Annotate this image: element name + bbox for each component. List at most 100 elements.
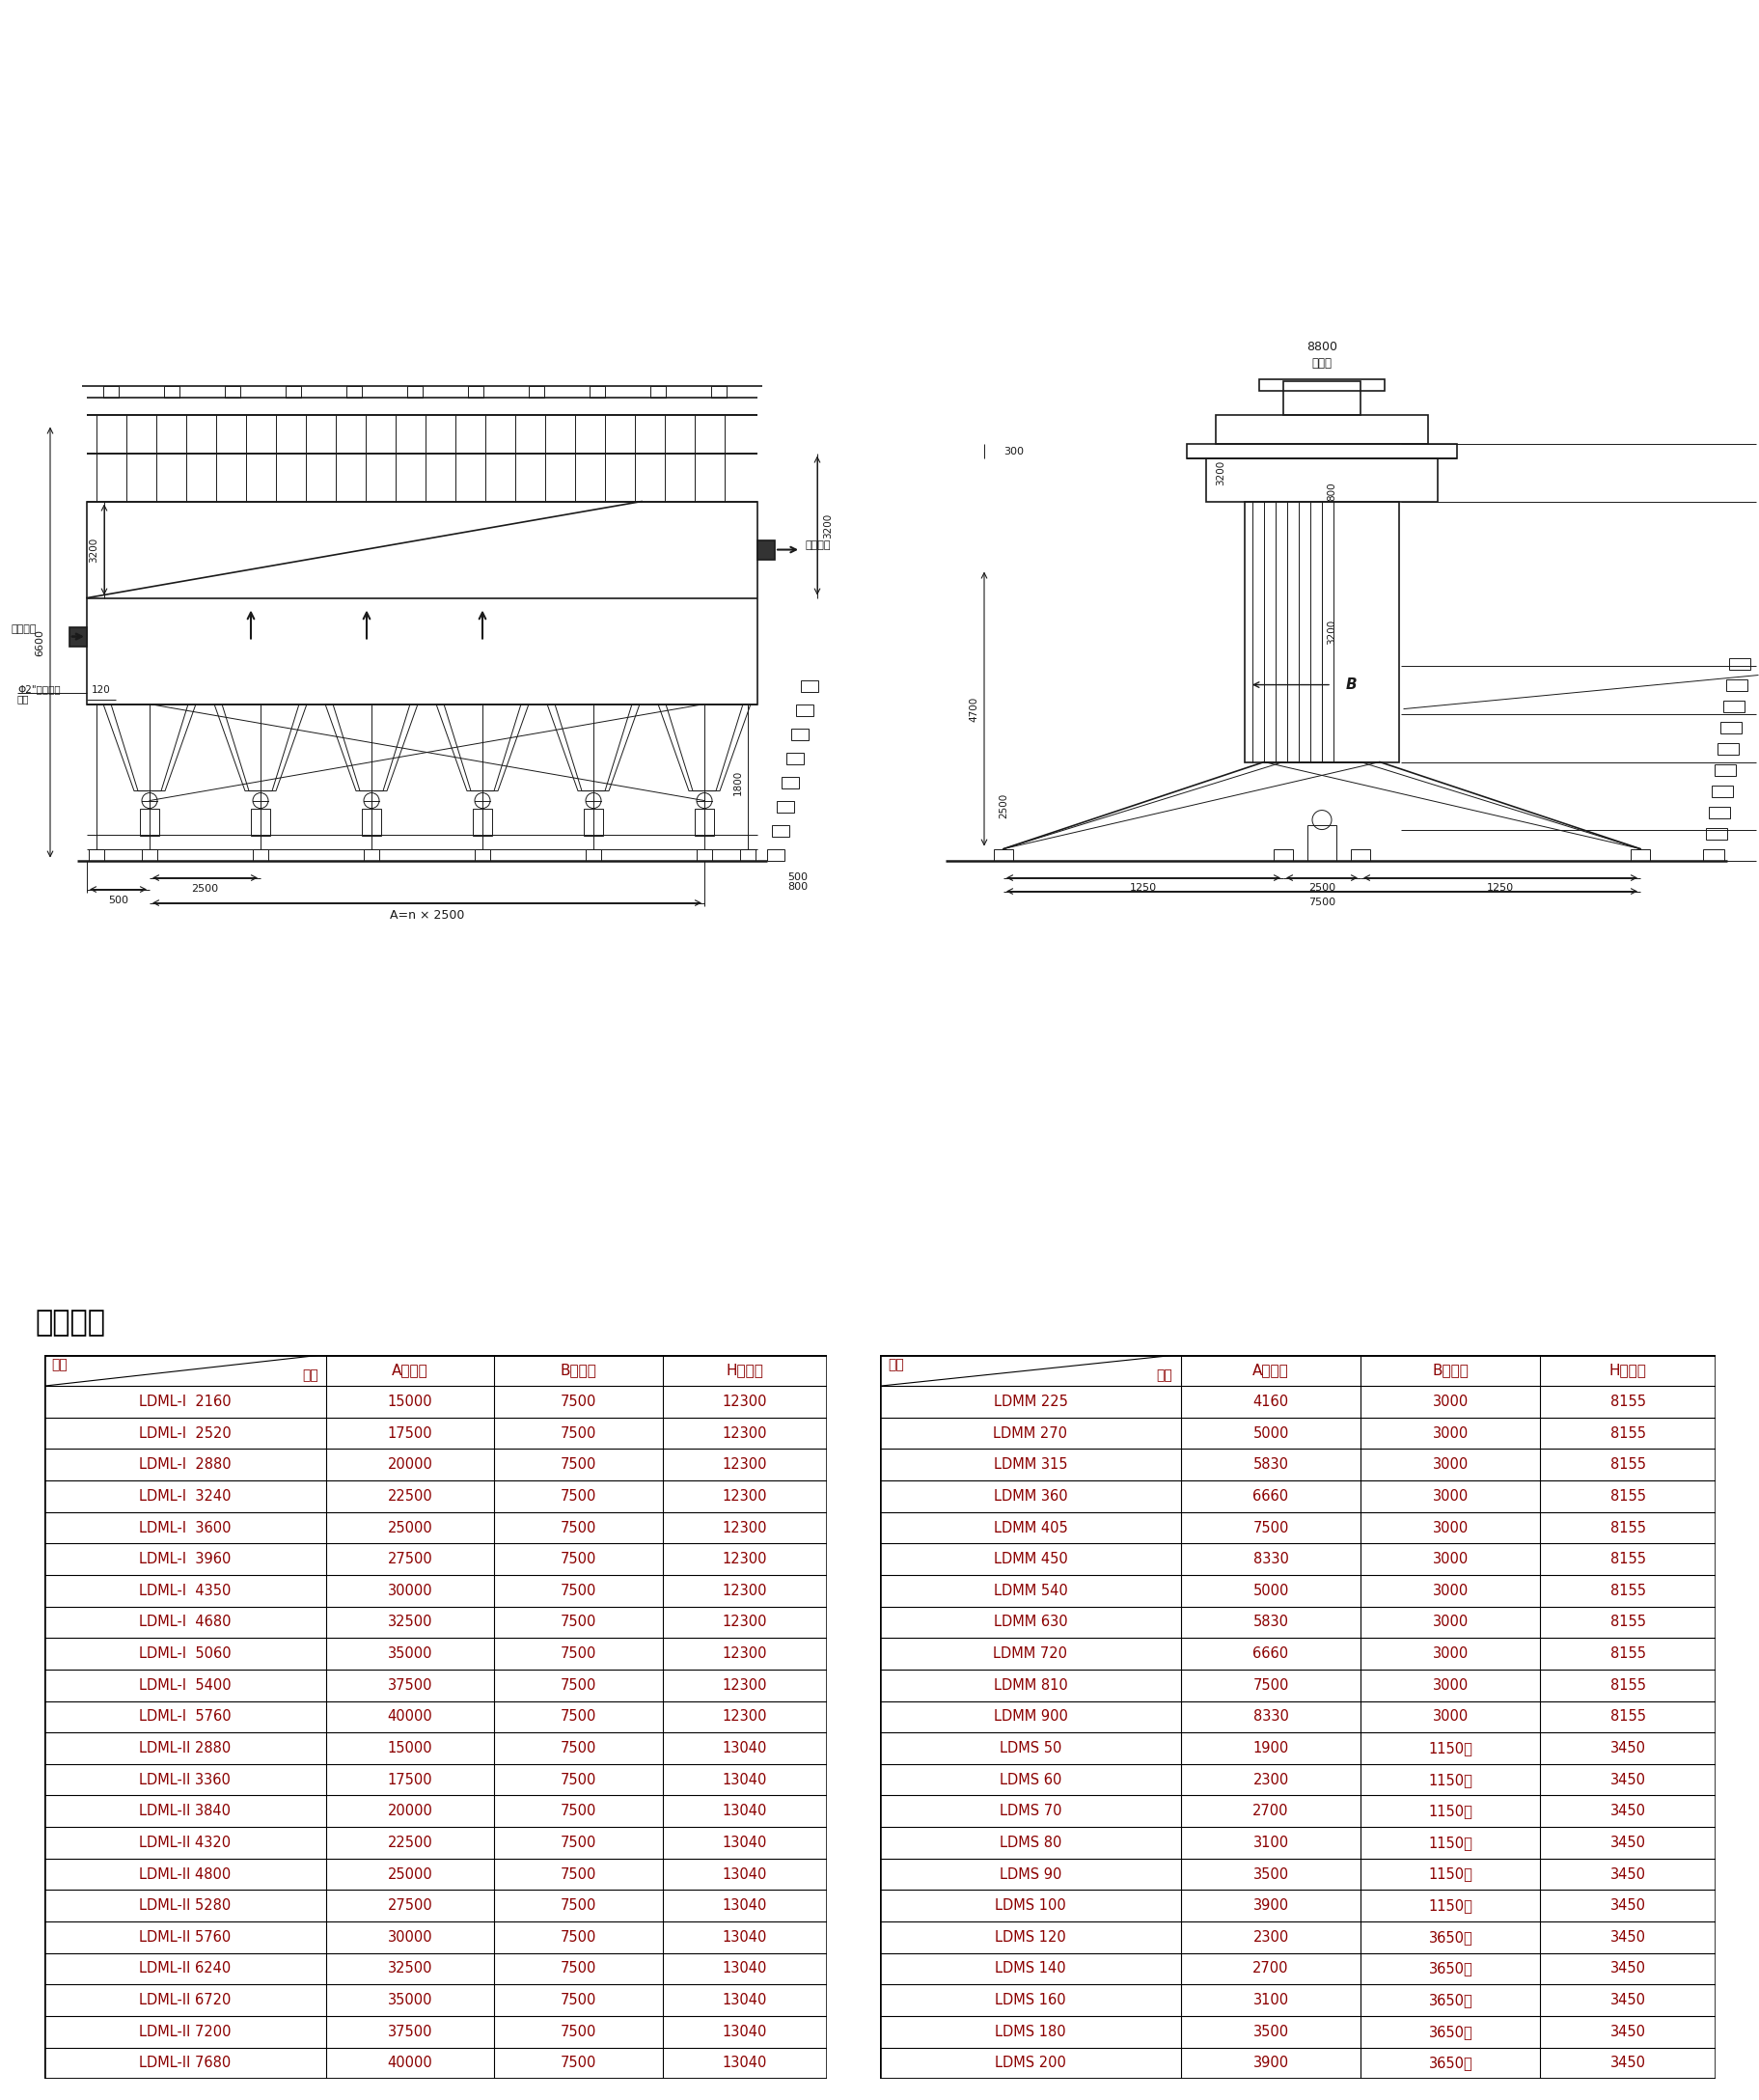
Text: 2700: 2700 xyxy=(1252,1961,1288,1976)
Text: 7500: 7500 xyxy=(559,1394,596,1409)
Text: H（高）: H（高） xyxy=(1608,1363,1646,1378)
Text: 7500: 7500 xyxy=(559,1678,596,1693)
Text: 1250: 1250 xyxy=(1486,882,1513,892)
Text: 4160: 4160 xyxy=(1252,1394,1288,1409)
Text: 端子箱: 端子箱 xyxy=(1310,357,1332,370)
Text: LDML-I  5400: LDML-I 5400 xyxy=(139,1678,230,1693)
Text: 型号: 型号 xyxy=(51,1359,69,1371)
Bar xyxy=(347,386,362,397)
Text: 2700: 2700 xyxy=(1252,1804,1288,1819)
Text: 7500: 7500 xyxy=(559,1552,596,1567)
Text: 20000: 20000 xyxy=(387,1804,433,1819)
Text: 7500: 7500 xyxy=(559,1961,596,1976)
Bar xyxy=(1307,825,1335,861)
Text: LDML-I  3960: LDML-I 3960 xyxy=(139,1552,230,1567)
Bar xyxy=(1282,380,1360,414)
Text: 7500: 7500 xyxy=(559,1520,596,1535)
Text: 3000: 3000 xyxy=(1432,1457,1467,1472)
Text: 3450: 3450 xyxy=(1609,1961,1645,1976)
Text: LDMM 360: LDMM 360 xyxy=(992,1489,1068,1504)
Bar xyxy=(1726,678,1747,691)
Text: 3000: 3000 xyxy=(1432,1646,1467,1661)
Text: 3500: 3500 xyxy=(1252,2024,1288,2039)
Text: 27500: 27500 xyxy=(387,1898,433,1913)
Text: LDMM 270: LDMM 270 xyxy=(992,1426,1068,1441)
Text: 500: 500 xyxy=(788,872,807,882)
Text: LDMM 225: LDMM 225 xyxy=(992,1394,1068,1409)
Bar xyxy=(364,848,378,861)
Text: 3450: 3450 xyxy=(1609,1930,1645,1945)
Bar xyxy=(651,386,665,397)
Text: 17500: 17500 xyxy=(387,1426,433,1441)
Text: 3200: 3200 xyxy=(1215,460,1224,485)
Text: 30000: 30000 xyxy=(387,1583,433,1598)
Bar xyxy=(252,808,271,836)
Text: LDMS 90: LDMS 90 xyxy=(999,1867,1061,1882)
Text: 120: 120 xyxy=(91,685,111,695)
Text: 3900: 3900 xyxy=(1252,2056,1288,2071)
Text: 2500: 2500 xyxy=(1307,882,1335,892)
Text: 13040: 13040 xyxy=(723,2056,767,2071)
Text: 15000: 15000 xyxy=(387,1741,433,1756)
Text: LDML-II 7200: LDML-II 7200 xyxy=(139,2024,230,2039)
Text: 7500: 7500 xyxy=(1252,1520,1288,1535)
Text: 13040: 13040 xyxy=(723,1772,767,1787)
Text: LDML-I  5760: LDML-I 5760 xyxy=(139,1709,230,1724)
Text: 8155: 8155 xyxy=(1609,1583,1645,1598)
Text: LDMM 630: LDMM 630 xyxy=(992,1615,1068,1630)
Text: 35000: 35000 xyxy=(387,1646,433,1661)
Text: 5000: 5000 xyxy=(1252,1426,1288,1441)
Text: 7500: 7500 xyxy=(559,2056,596,2071)
Bar xyxy=(1186,443,1456,458)
Text: 8155: 8155 xyxy=(1609,1489,1645,1504)
Text: 7500: 7500 xyxy=(559,1709,596,1724)
Text: 项目: 项目 xyxy=(303,1369,318,1382)
Text: 7500: 7500 xyxy=(559,1804,596,1819)
Text: 32500: 32500 xyxy=(387,1615,433,1630)
Bar xyxy=(164,386,179,397)
Bar xyxy=(1258,378,1384,391)
Text: 12300: 12300 xyxy=(723,1583,767,1598)
Text: 3900: 3900 xyxy=(1252,1898,1288,1913)
Text: 32500: 32500 xyxy=(387,1961,433,1976)
Bar xyxy=(225,386,241,397)
Bar xyxy=(695,808,714,836)
Text: LDML-II 5760: LDML-II 5760 xyxy=(139,1930,230,1945)
Text: 3450: 3450 xyxy=(1609,1772,1645,1787)
Text: B（宽）: B（宽） xyxy=(559,1363,596,1378)
Bar xyxy=(711,386,726,397)
Text: 3450: 3450 xyxy=(1609,2056,1645,2071)
Text: A（长）: A（长） xyxy=(1252,1363,1288,1378)
Text: 35000: 35000 xyxy=(387,1993,433,2008)
Text: LDML-II 2880: LDML-II 2880 xyxy=(139,1741,230,1756)
Text: LDMS 120: LDMS 120 xyxy=(994,1930,1066,1945)
Text: 1150单: 1150单 xyxy=(1428,1741,1472,1756)
Text: 3100: 3100 xyxy=(1252,1835,1288,1850)
Text: LDMM 315: LDMM 315 xyxy=(994,1457,1066,1472)
Text: 12300: 12300 xyxy=(723,1709,767,1724)
Text: 2300: 2300 xyxy=(1252,1930,1288,1945)
Text: 13040: 13040 xyxy=(723,1961,767,1976)
Bar xyxy=(1205,458,1437,502)
Text: 3000: 3000 xyxy=(1432,1489,1467,1504)
Text: 37500: 37500 xyxy=(387,2024,433,2039)
Text: 17500: 17500 xyxy=(387,1772,433,1787)
Text: 800: 800 xyxy=(1326,483,1335,502)
Text: LDMM 540: LDMM 540 xyxy=(992,1583,1068,1598)
Bar xyxy=(1631,848,1648,861)
Text: 7500: 7500 xyxy=(559,1457,596,1472)
Text: 12300: 12300 xyxy=(723,1520,767,1535)
Text: 3000: 3000 xyxy=(1432,1520,1467,1535)
Bar xyxy=(1708,806,1729,819)
Text: 5830: 5830 xyxy=(1252,1615,1288,1630)
Text: LDMS 60: LDMS 60 xyxy=(999,1772,1061,1787)
Text: 12300: 12300 xyxy=(723,1426,767,1441)
Bar xyxy=(781,777,799,788)
Text: LDML-I  2520: LDML-I 2520 xyxy=(139,1426,230,1441)
Text: LDMS 100: LDMS 100 xyxy=(994,1898,1066,1913)
Text: 12300: 12300 xyxy=(723,1489,767,1504)
Text: LDML-I  4350: LDML-I 4350 xyxy=(139,1583,230,1598)
Bar xyxy=(142,848,157,861)
Text: 3000: 3000 xyxy=(1432,1709,1467,1724)
Text: 3450: 3450 xyxy=(1609,2024,1645,2039)
